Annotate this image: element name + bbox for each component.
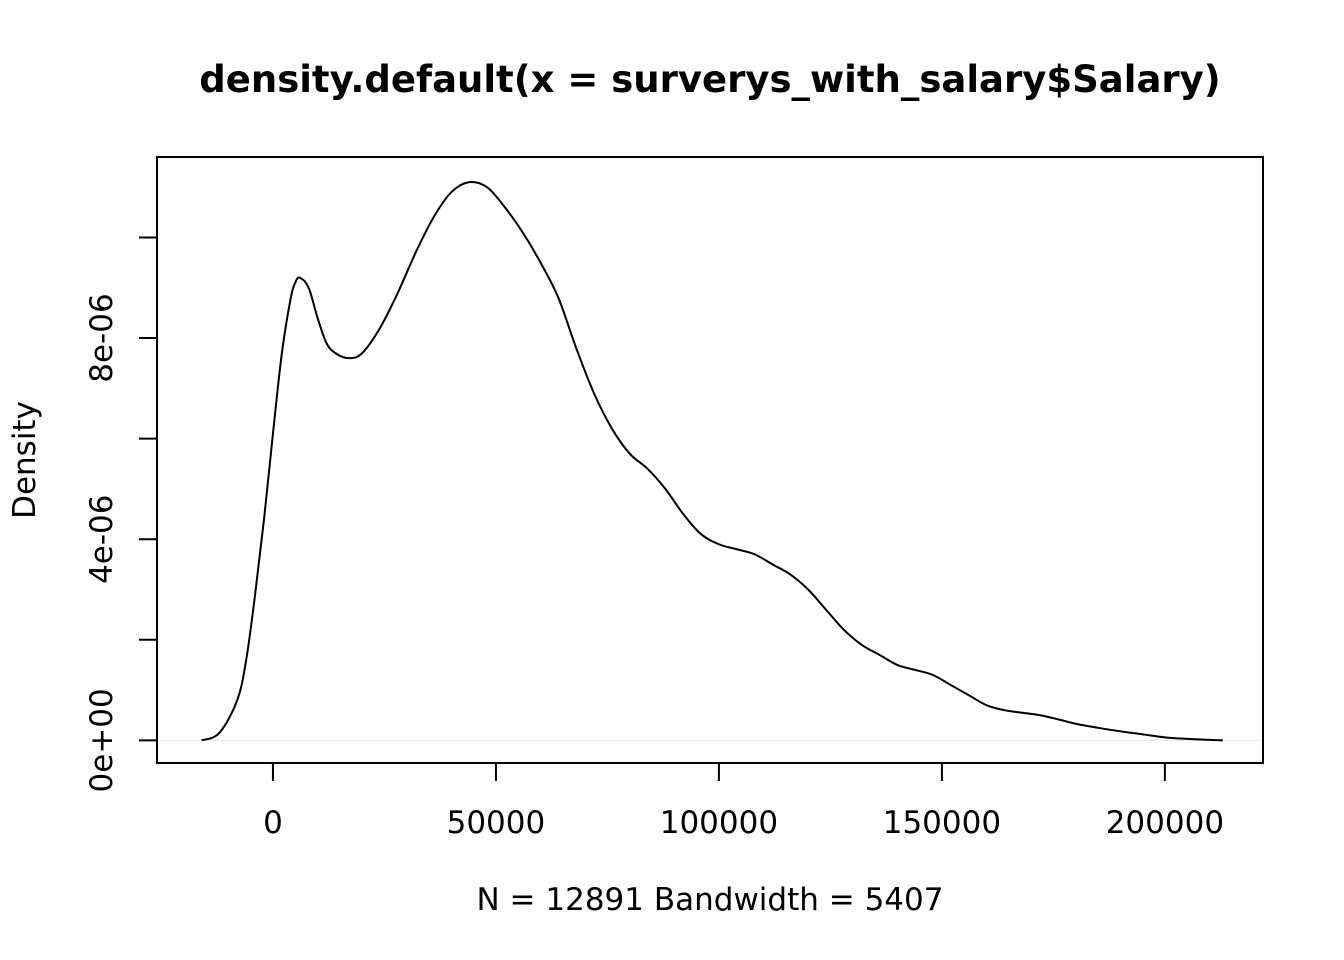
y-tick-label-2: 4e-06 [84, 494, 120, 583]
x-axis: 0 50000 100000 150000 200000 [263, 763, 1224, 841]
plot-frame [156, 156, 1264, 764]
y-tick-label-4: 8e-06 [84, 293, 120, 382]
chart-title: density.default(x = surverys_with_salary… [199, 58, 1220, 101]
x-axis-label: N = 12891 Bandwidth = 5407 [477, 882, 944, 918]
y-tick-label-0: 0e+00 [84, 688, 120, 792]
x-tick-label-4: 200000 [1106, 805, 1224, 841]
x-tick-label-0: 0 [263, 805, 283, 841]
x-tick-label-1: 50000 [447, 805, 546, 841]
density-curve [201, 180, 1223, 742]
y-axis-label: Density [7, 401, 43, 519]
x-tick-label-2: 100000 [660, 805, 778, 841]
x-tick-label-3: 150000 [883, 805, 1001, 841]
y-axis: 0e+00 4e-06 8e-06 [84, 236, 157, 792]
